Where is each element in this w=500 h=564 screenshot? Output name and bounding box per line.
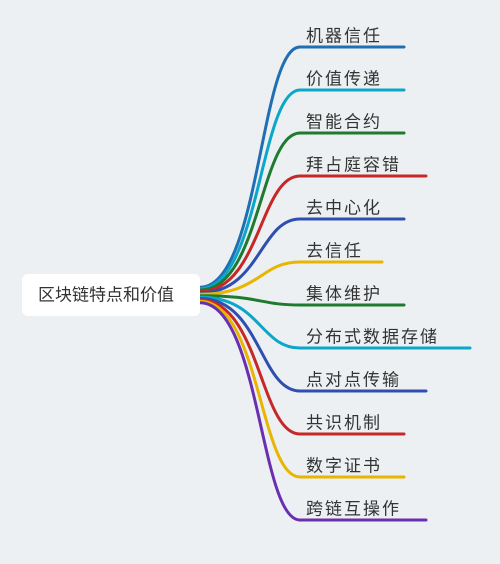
branch-label: 去信任: [306, 241, 363, 260]
branch-label: 价值传递: [306, 69, 382, 88]
branch-curve: [200, 301, 300, 477]
branch-curve: [200, 90, 300, 289]
branch-label: 集体维护: [306, 284, 382, 303]
root-node: 区块链特点和价值: [22, 274, 200, 316]
branch-curve: [200, 303, 300, 520]
branch-label: 跨链互操作: [306, 499, 401, 518]
branch-label: 分布式数据存储: [306, 327, 439, 346]
branch-label: 共识机制: [306, 413, 382, 432]
branch-label: 去中心化: [306, 198, 382, 217]
branch-label: 机器信任: [306, 26, 382, 45]
root-label: 区块链特点和价值: [38, 285, 174, 304]
branch-label: 智能合约: [306, 112, 382, 131]
branch-label: 点对点传输: [306, 370, 401, 389]
branch-curves: [200, 47, 300, 520]
branch-label: 数字证书: [306, 456, 382, 475]
mindmap-diagram: 区块链特点和价值 机器信任价值传递智能合约拜占庭容错去中心化去信任集体维护分布式…: [0, 0, 500, 564]
branch-labels: 机器信任价值传递智能合约拜占庭容错去中心化去信任集体维护分布式数据存储点对点传输…: [300, 26, 470, 520]
branch-label: 拜占庭容错: [306, 155, 401, 174]
